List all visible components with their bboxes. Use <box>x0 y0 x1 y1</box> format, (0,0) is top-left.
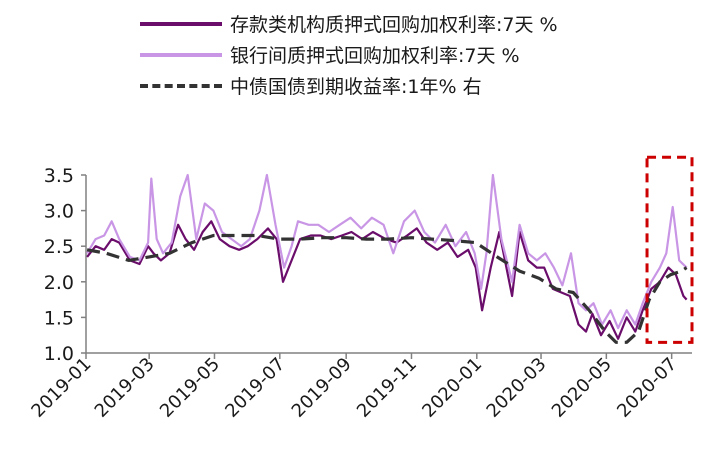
y-tick-label: 1.5 <box>44 307 74 329</box>
legend-label: 存款类机构质押式回购加权利率:7天 % <box>230 14 558 36</box>
y-tick-label: 1.0 <box>44 343 74 365</box>
y-tick-label: 2.5 <box>44 236 74 258</box>
legend-swatch-treasury-yield <box>140 83 222 88</box>
x-tick-label: 2019-11 <box>353 354 421 422</box>
x-tick-label: 2019-07 <box>221 354 289 422</box>
legend-item-deposit-repo: 存款类机构质押式回购加权利率:7天 % <box>140 8 700 39</box>
x-tick-label: 2020-03 <box>483 354 551 422</box>
y-tick-label: 3.5 <box>44 165 74 187</box>
y-tick-label: 3.0 <box>44 201 74 223</box>
x-tick-label: 2020-07 <box>613 354 681 422</box>
series-line-2 <box>86 173 688 330</box>
highlight-box <box>645 155 694 344</box>
legend-swatch-deposit-repo <box>140 21 222 26</box>
legend-item-treasury-yield: 中债国债到期收益率:1年% 右 <box>140 70 700 101</box>
legend: 存款类机构质押式回购加权利率:7天 % 银行间质押式回购加权利率:7天 % 中债… <box>140 8 700 101</box>
y-tick-label: 2.0 <box>44 272 74 294</box>
legend-swatch-interbank-repo <box>140 52 222 57</box>
x-tick-label: 2020-01 <box>418 354 486 422</box>
x-tick-label: 2019-09 <box>288 354 356 422</box>
legend-item-interbank-repo: 银行间质押式回购加权利率:7天 % <box>140 39 700 70</box>
x-tick-label: 2019-05 <box>156 354 224 422</box>
legend-label: 中债国债到期收益率:1年% 右 <box>230 76 482 98</box>
x-tick-label: 2019-03 <box>91 354 159 422</box>
legend-label: 银行间质押式回购加权利率:7天 % <box>230 45 520 67</box>
x-tick-label: 2020-05 <box>548 354 616 422</box>
series-line-3 <box>86 233 688 344</box>
